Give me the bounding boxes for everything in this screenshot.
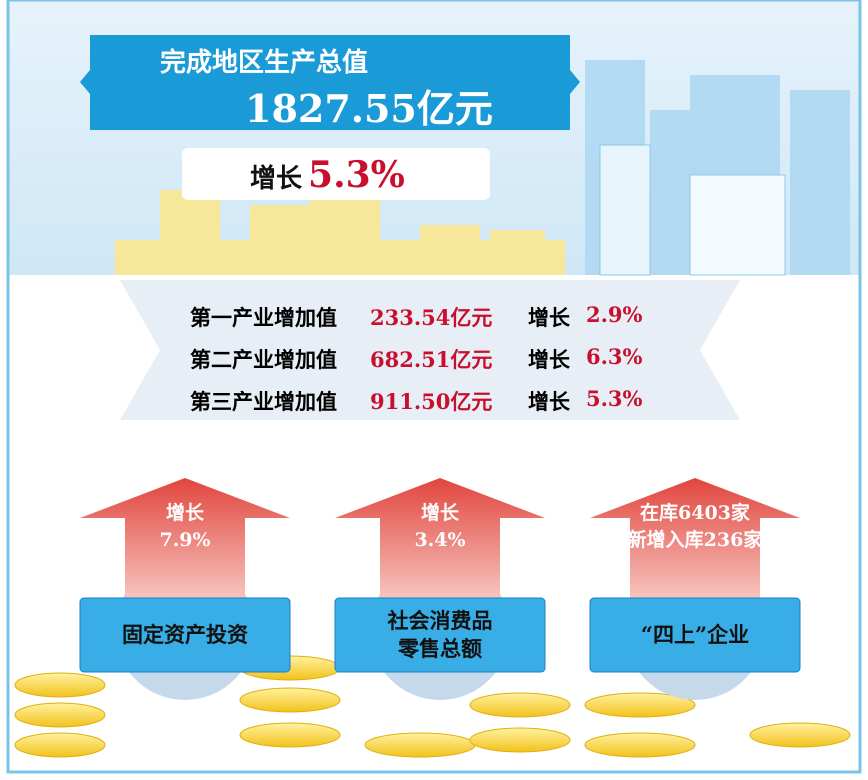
arrow-line: 3.4% <box>414 529 466 551</box>
total-value: 1827.55亿元 <box>245 86 493 131</box>
arrow-line: 增长 <box>165 502 204 524</box>
arrow-text: 增长 7.9% <box>85 500 285 554</box>
industry-row: 第三产业增加值 911.50亿元 增长 5.3% <box>190 386 643 416</box>
growth-label: 增长 <box>528 347 570 372</box>
arrow-line: 7.9% <box>159 529 211 551</box>
growth-value: 2.9% <box>586 302 643 327</box>
arrow-line: 在库6403家 <box>640 502 750 524</box>
industry-value: 682.51亿元 <box>370 347 493 372</box>
box-text: “四上”企业 <box>590 598 800 672</box>
box-text: 固定资产投资 <box>80 598 290 672</box>
industry-label: 第三产业增加值 <box>190 389 337 414</box>
growth-label: 增长 <box>528 389 570 414</box>
industry-row: 第二产业增加值 682.51亿元 增长 6.3% <box>190 344 643 374</box>
arrow-text: 在库6403家 新增入库236家 <box>595 500 795 554</box>
industry-value: 233.54亿元 <box>370 305 493 330</box>
total-growth: 增长 5.3% <box>250 154 405 196</box>
arrow-text: 增长 3.4% <box>340 500 540 554</box>
industry-row: 第一产业增加值 233.54亿元 增长 2.9% <box>190 302 643 332</box>
growth-label: 增长 <box>528 305 570 330</box>
box-text: 社会消费品 零售总额 <box>335 598 545 672</box>
growth-value: 5.3% <box>308 154 405 196</box>
title: 完成地区生产总值 <box>160 48 369 78</box>
industry-label: 第二产业增加值 <box>190 347 337 372</box>
industry-label: 第一产业增加值 <box>190 305 337 330</box>
growth-value: 5.3% <box>586 386 643 411</box>
box-line: “四上”企业 <box>640 622 750 647</box>
growth-label: 增长 <box>250 164 303 194</box>
box-line: 固定资产投资 <box>122 622 248 647</box>
box-line: 零售总额 <box>398 636 482 661</box>
growth-value: 6.3% <box>586 344 643 369</box>
arrow-line: 增长 <box>420 502 459 524</box>
industry-value: 911.50亿元 <box>370 389 493 414</box>
box-line: 社会消费品 <box>387 608 493 633</box>
arrow-line: 新增入库236家 <box>627 529 763 551</box>
